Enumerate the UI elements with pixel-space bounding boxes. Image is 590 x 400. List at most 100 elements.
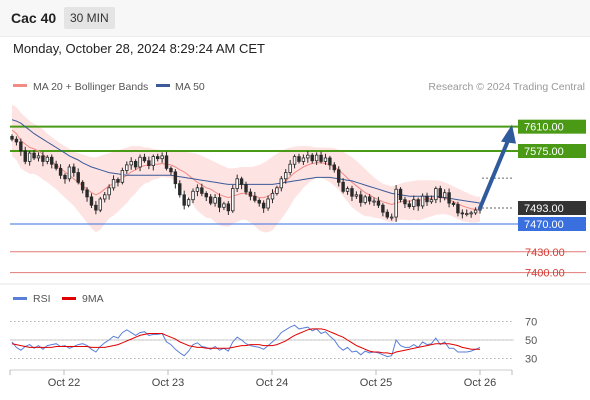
candle-body [297,156,301,162]
candle-body [473,209,478,214]
candle-body [438,188,442,198]
candle-body [151,156,155,167]
candle-body [169,167,173,173]
candle-body [107,187,111,196]
candle-body [200,187,204,194]
candle-body [310,154,314,162]
level-label-7610.00: 7610.00 [524,122,564,134]
candle-body [147,160,151,167]
candle-body [10,135,14,140]
rsi-tick-30: 30 [525,354,537,366]
candle-body [23,150,27,162]
candle-body [217,197,222,208]
candle-body [41,155,45,162]
ma20-legend-swatch [13,84,27,87]
candle-body [120,170,125,183]
bollinger-band [12,104,480,233]
candle-body [323,157,328,162]
candle-body [407,203,412,208]
candle-body [226,203,231,212]
timestamp: Monday, October 28, 2024 8:29:24 AM CET [13,41,265,56]
credit-label: Research © 2024 Trading Central [428,81,585,93]
ma20-legend-label: MA 20 + Bollinger Bands [33,81,148,93]
candle-body [442,192,447,198]
candle-body [381,204,385,213]
level-label-7575.00: 7575.00 [524,146,564,158]
x-tick-label: Oct 22 [48,377,80,389]
candle-body [376,200,381,206]
timeframe-tab[interactable]: 30 MIN [64,7,115,29]
candle-body [279,178,284,189]
candle-body [186,199,191,206]
candle-body [341,181,345,192]
candle-body [239,178,244,185]
rsi-line [11,324,481,358]
candle-body [266,198,270,209]
candle-body [394,188,398,218]
candle-body [403,199,407,205]
candle-body [398,188,403,201]
candle-body [231,188,235,212]
candle-body [248,191,253,197]
candle-body [138,156,142,168]
candle-body [363,196,367,203]
candle-body [32,152,36,159]
candle-body [451,202,456,205]
candle-body [116,179,120,183]
rsi-legend-swatch [13,297,27,300]
candle-body [103,194,107,200]
candle-body [354,194,359,197]
candle-body [142,156,147,162]
candle-body [420,195,425,207]
candle-body [284,172,288,180]
candle-body [429,199,434,203]
rsi-legend-label: RSI [33,293,51,305]
candle-body [204,193,208,198]
candle-body [125,164,129,171]
candle-body [67,166,72,180]
candle-body [288,163,292,173]
candle-body [195,187,200,192]
candle-body [155,156,160,160]
x-tick-label: Oct 24 [256,377,288,389]
candle-body [213,197,217,204]
candle-body [160,155,164,160]
candle-body [129,161,133,166]
level-tag-7493.00 [518,201,586,216]
candle-body [359,194,363,203]
candle-body [350,188,354,197]
level-tag-7470.00 [518,217,586,231]
candle-body [54,163,58,169]
candle-body [182,194,186,206]
candle-body [85,189,89,198]
candle-body [385,211,389,218]
ma50-legend-swatch [156,84,170,87]
candle-body [328,157,332,166]
candle-body [389,216,394,219]
level-tag-7575.00 [518,144,586,158]
rsi-ma-legend-swatch [62,297,76,300]
candle-body [72,166,76,173]
candle-body [191,190,195,201]
candle-body [372,200,376,203]
candle-body [111,179,116,189]
candle-body [94,204,98,211]
candle-body [416,199,420,207]
candle-body [469,212,473,215]
candle-body [133,161,138,168]
candle-body [447,192,451,204]
candle-body [270,193,275,200]
candle-body [178,183,182,196]
rsi-tick-50: 50 [525,335,537,347]
candle-body [98,198,103,211]
candle-body [36,155,41,159]
candle-body [456,204,460,214]
candle-body [58,167,63,176]
rsi-tick-70: 70 [525,317,537,329]
candle-body [222,203,226,208]
rsi-ma-line [11,328,480,355]
candle-body [50,156,54,165]
forecast-arrow [478,138,510,211]
candle-body [45,156,50,162]
